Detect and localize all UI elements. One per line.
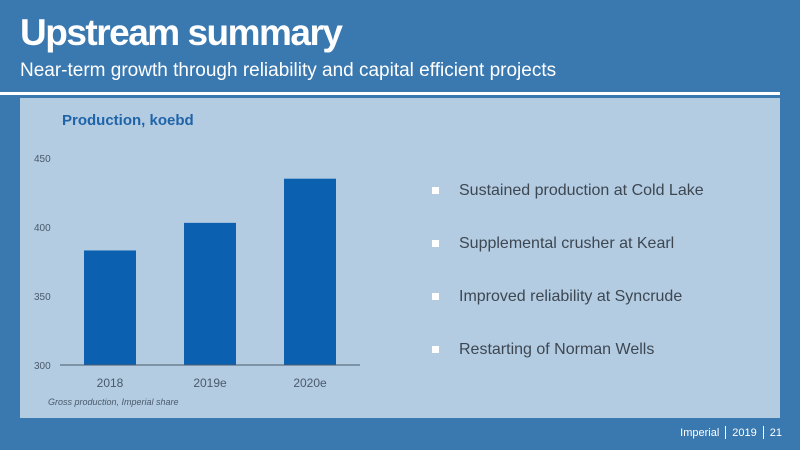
x-tick-label: 2020e <box>293 376 327 390</box>
chart-footnote: Gross production, Imperial share <box>48 397 179 407</box>
y-tick-label: 300 <box>34 361 51 372</box>
bullet-square-icon <box>432 346 439 353</box>
production-bar-chart: 300 350 400 450 2018 2019e 2020e <box>34 154 360 390</box>
footer-company: Imperial <box>680 426 720 439</box>
y-tick-label: 450 <box>34 154 51 165</box>
footer-separator <box>725 426 727 439</box>
x-tick-label: 2018 <box>97 376 124 390</box>
y-tick-label: 400 <box>34 223 51 234</box>
bar-2018 <box>84 250 136 365</box>
footer-page-number: 21 <box>769 426 782 439</box>
bullet-text: Sustained production at Cold Lake <box>459 181 704 199</box>
bullet-square-icon <box>432 240 439 247</box>
bar-2019e <box>184 222 236 365</box>
bullet-item: Supplemental crusher at Kearl <box>432 217 704 270</box>
x-tick-label: 2019e <box>193 376 227 390</box>
slide-subtitle: Near-term growth through reliability and… <box>20 60 557 81</box>
bullet-square-icon <box>432 293 439 300</box>
bullet-square-icon <box>432 187 439 194</box>
bullet-item: Sustained production at Cold Lake <box>432 164 704 217</box>
footer-year: 2019 <box>732 426 757 439</box>
bullet-list: Sustained production at Cold Lake Supplem… <box>432 164 704 376</box>
bullet-item: Restarting of Norman Wells <box>432 323 704 376</box>
y-tick-label: 350 <box>34 292 51 303</box>
bullet-text: Supplemental crusher at Kearl <box>459 234 675 252</box>
bar-2020e <box>284 178 336 365</box>
slide-title: Upstream summary <box>20 12 343 53</box>
chart-title: Production, koebd <box>62 112 194 129</box>
footer: Imperial 2019 21 <box>680 426 782 439</box>
title-divider <box>0 92 780 95</box>
bullet-item: Improved reliability at Syncrude <box>432 270 704 323</box>
bullet-text: Restarting of Norman Wells <box>459 340 655 358</box>
footer-separator <box>762 426 764 439</box>
bullet-text: Improved reliability at Syncrude <box>459 287 683 305</box>
